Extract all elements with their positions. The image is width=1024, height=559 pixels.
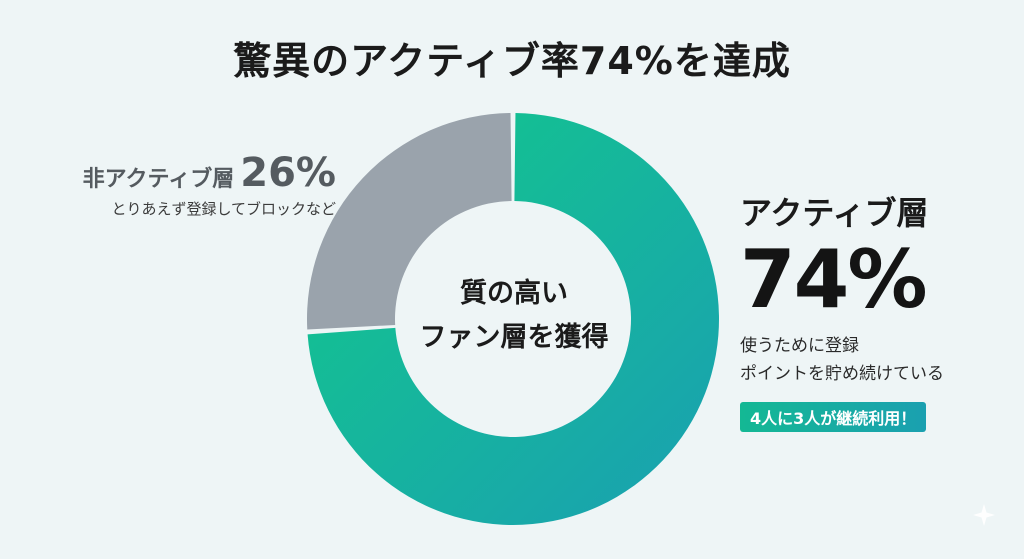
donut-slice-inactive (307, 113, 512, 330)
active-description-line-1: 使うために登録 (740, 336, 859, 356)
inactive-description: とりあえず登録してブロックなど (111, 200, 336, 218)
retention-badge: 4人に3人が継続利用！ (740, 402, 927, 432)
page-title: 驚異のアクティブ率74%を達成 (233, 39, 791, 83)
inactive-percent: 26% (240, 150, 336, 196)
active-description: 使うために登録 ポイントを貯め続けている (740, 332, 1010, 388)
inactive-label: 非アクティブ層 (82, 167, 235, 192)
active-label: アクティブ層 (740, 194, 929, 232)
center-label-line-2: ファン層を獲得 (419, 322, 609, 353)
donut-slice-active (307, 113, 720, 525)
active-annotation: アクティブ層 74% 使うために登録 ポイントを貯め続けている 4人に3人が継続… (740, 188, 1010, 432)
active-description-line-2: ポイントを貯め続けている (740, 364, 944, 384)
inactive-annotation: 非アクティブ層 26% とりあえず登録してブロックなど (36, 150, 336, 219)
sparkle-icon (973, 504, 995, 526)
active-percent: 74% (740, 233, 927, 326)
center-label: 質の高い ファン層を獲得 (380, 272, 648, 360)
center-label-line-1: 質の高い (460, 278, 568, 309)
